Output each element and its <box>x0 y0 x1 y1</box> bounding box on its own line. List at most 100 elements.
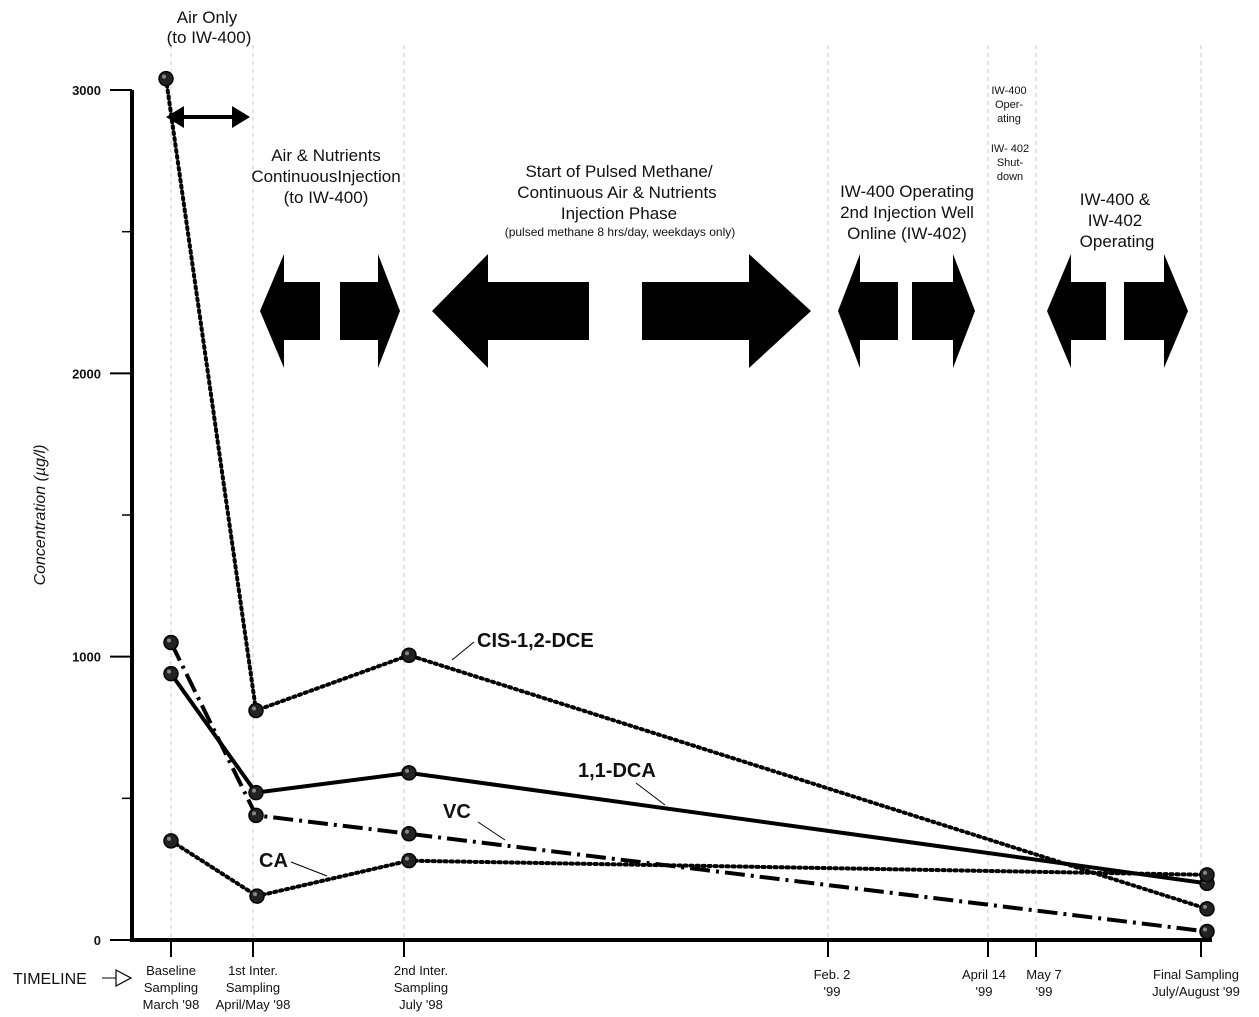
series-label-dca: 1,1-DCA <box>578 760 656 782</box>
data-point-1-1-dca-baseline <box>163 665 179 682</box>
data-point-cis-1-2-dce-inter1 <box>248 702 264 719</box>
timeline-label-apr14: '99 <box>976 984 993 999</box>
data-point-highlight <box>253 892 257 897</box>
data-point-1-1-dca-inter2 <box>401 765 417 781</box>
data-point-1-1-dca-inter1 <box>248 784 264 801</box>
data-point-highlight <box>405 856 409 861</box>
phase-both-operating: IW-400 & IW-402 Operating <box>1080 190 1155 251</box>
timeline-label-may7: May 7 <box>1026 967 1061 982</box>
phase-both-line-3: Operating <box>1080 232 1155 251</box>
y-tick-label: 3000 <box>72 83 101 98</box>
data-point-ca-baseline <box>163 833 179 849</box>
phase-pulsed-methane-line-1: Start of Pulsed Methane/ <box>525 162 712 181</box>
data-point-highlight <box>252 788 256 793</box>
timeline-label-may7: '99 <box>1036 984 1053 999</box>
timeline-label-baseline: Baseline <box>146 963 196 978</box>
timeline-label-feb2: '99 <box>824 984 841 999</box>
series-line-1-1-dca <box>169 672 1208 886</box>
phase-iw400-short: IW-400 Oper- ating <box>991 85 1026 125</box>
phase-iw400-line-3: Online (IW-402) <box>847 224 967 243</box>
data-point-highlight <box>252 811 256 816</box>
series-line-vc <box>169 641 1208 934</box>
left-arrow-icon <box>1047 254 1106 368</box>
phase-iw400-short-line-3: ating <box>997 113 1021 125</box>
timeline-label-inter2: July '98 <box>399 997 443 1012</box>
timeline-label-inter2: Sampling <box>394 980 448 995</box>
phase-pulsed-methane-note: (pulsed methane 8 hrs/day, weekdays only… <box>505 225 736 239</box>
data-point-highlight <box>1203 904 1207 909</box>
y-tick-label: 2000 <box>72 366 101 381</box>
phase-air-nutrients: Air & Nutrients ContinuousInjection (to … <box>251 146 400 207</box>
phase-iw400-operating: IW-400 Operating 2nd Injection Well Onli… <box>840 182 974 243</box>
data-point-highlight <box>167 836 171 841</box>
timeline-arrow-icon <box>102 969 133 987</box>
series-label-ca: CA <box>259 850 288 872</box>
data-point-vc-baseline <box>163 634 179 651</box>
phase-iw400-line-1: IW-400 Operating <box>840 182 974 201</box>
data-point-cis-1-2-dce-inter2 <box>401 647 417 664</box>
right-arrow-icon <box>1124 254 1188 368</box>
timeline-label-inter1: Sampling <box>226 980 280 995</box>
phase-iw400-line-2: 2nd Injection Well <box>840 203 974 222</box>
phase-air-only-line-1: Air Only <box>177 8 238 27</box>
timeline-label-inter2: 2nd Inter. <box>394 963 448 978</box>
series-line-ca <box>169 838 1209 899</box>
left-arrow-icon <box>432 254 589 368</box>
data-point-ca-final <box>1199 867 1215 883</box>
data-point-highlight <box>405 651 409 656</box>
leader-ca <box>290 861 328 877</box>
phase-iw402-shutdown: IW- 402 Shut- down <box>991 143 1029 183</box>
timeline-label-final: Final Sampling <box>1153 967 1239 982</box>
phase-air-nutrients-line-2: ContinuousInjection <box>251 167 400 186</box>
data-point-ca-inter2 <box>401 852 417 869</box>
data-point-highlight <box>1203 927 1207 932</box>
timeline-label-inter1: April/May '98 <box>216 997 291 1012</box>
data-point-highlight <box>405 768 409 773</box>
series-label-vc: VC <box>443 801 471 823</box>
data-point-highlight <box>167 669 171 674</box>
y-axis-ticks: 0 1000 2000 3000 <box>72 83 132 948</box>
phase-pulsed-methane-line-2: Continuous Air & Nutrients <box>517 183 716 202</box>
phase-both-line-1: IW-400 & <box>1080 190 1151 209</box>
right-arrow-icon <box>340 254 400 368</box>
leader-vc <box>477 821 506 841</box>
phase-air-only: Air Only (to IW-400) <box>167 8 252 47</box>
data-point-ca-inter1 <box>249 888 265 904</box>
data-point-cis-1-2-dce-baseline <box>158 70 174 87</box>
phase-iw400-short-line-2: Oper- <box>995 99 1023 111</box>
timeline-label-baseline: Sampling <box>144 980 198 995</box>
data-point-vc-inter1 <box>248 807 264 824</box>
phase-air-nutrients-line-1: Air & Nutrients <box>271 146 381 165</box>
data-point-vc-inter2 <box>401 826 417 842</box>
timeline-label-apr14: April 14 <box>962 967 1006 982</box>
data-point-highlight <box>405 829 409 834</box>
leader-cis-dce <box>451 641 475 661</box>
timeline-title: TIMELINE <box>13 971 87 988</box>
series-line-cis-1-2-dce <box>164 76 1209 911</box>
series-group <box>158 70 1215 940</box>
phase-iw402-shutdown-line-1: IW- 402 <box>991 143 1029 155</box>
phase-both-line-2: IW-402 <box>1088 211 1143 230</box>
phase-pulsed-methane-line-3: Injection Phase <box>561 204 677 223</box>
phase-air-nutrients-line-3: (to IW-400) <box>284 188 369 207</box>
left-arrow-icon <box>838 254 898 368</box>
data-point-highlight <box>252 706 256 711</box>
phase-pulsed-methane: Start of Pulsed Methane/ Continuous Air … <box>505 162 736 239</box>
series-labels: CIS-1,2-DCE 1,1-DCA VC CA <box>259 630 666 877</box>
phase-iw402-shutdown-line-2: Shut- <box>997 157 1024 169</box>
data-point-vc-final <box>1199 923 1215 940</box>
right-arrow-icon <box>912 254 975 368</box>
x-axis-ticks: Baseline Sampling March '98 1st Inter. Sampl… <box>143 940 1240 1012</box>
right-arrow-icon <box>642 254 811 368</box>
phase-iw402-shutdown-line-3: down <box>997 171 1023 183</box>
timeline-label-baseline: March '98 <box>143 997 200 1012</box>
phase-iw400-short-line-1: IW-400 <box>991 85 1026 97</box>
data-point-highlight <box>162 74 166 79</box>
data-point-highlight <box>167 638 171 643</box>
data-point-highlight <box>1203 870 1207 875</box>
leader-dca <box>635 782 666 806</box>
timeline-label-final: July/August '99 <box>1152 984 1240 999</box>
data-point-cis-1-2-dce-final <box>1199 901 1215 917</box>
phase-arrows <box>260 254 1188 368</box>
